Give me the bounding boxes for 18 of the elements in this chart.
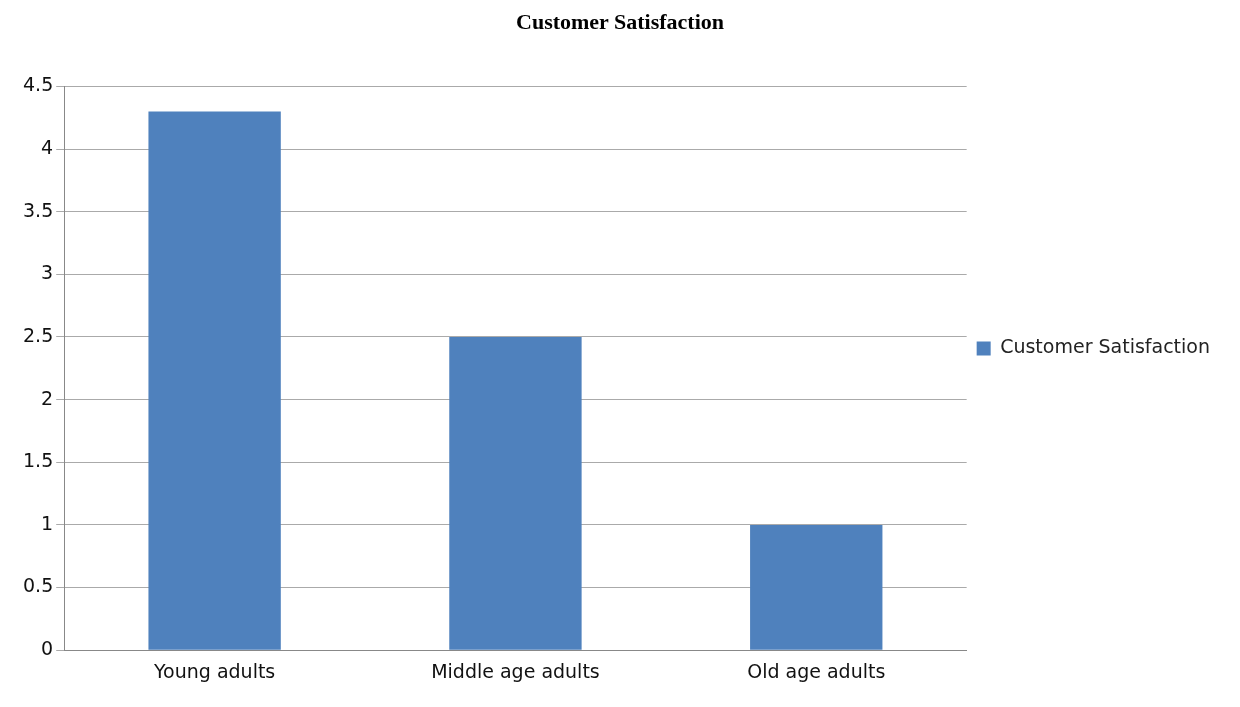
bar: [148, 111, 281, 650]
y-tick-label: 1: [41, 511, 54, 534]
legend-label: Customer Satisfaction: [1000, 335, 1211, 358]
chart-title: Customer Satisfaction: [516, 8, 724, 34]
x-tick-label: Young adults: [152, 659, 276, 682]
bar: [750, 524, 883, 650]
bar: [449, 336, 582, 650]
y-tick-label: 3.5: [23, 198, 54, 221]
y-tick-label: 2.5: [23, 323, 54, 346]
y-tick-label: 2: [41, 386, 54, 409]
y-tick-label: 3: [41, 261, 54, 284]
y-tick-label: 4: [41, 135, 54, 158]
y-tick-label: 0: [41, 637, 54, 660]
y-tick-label: 0.5: [23, 574, 54, 597]
y-tick-label: 1.5: [23, 449, 54, 472]
x-tick-label: Old age adults: [747, 659, 886, 682]
y-tick-label: 4.5: [23, 73, 54, 96]
x-tick-label: Middle age adults: [431, 659, 600, 682]
